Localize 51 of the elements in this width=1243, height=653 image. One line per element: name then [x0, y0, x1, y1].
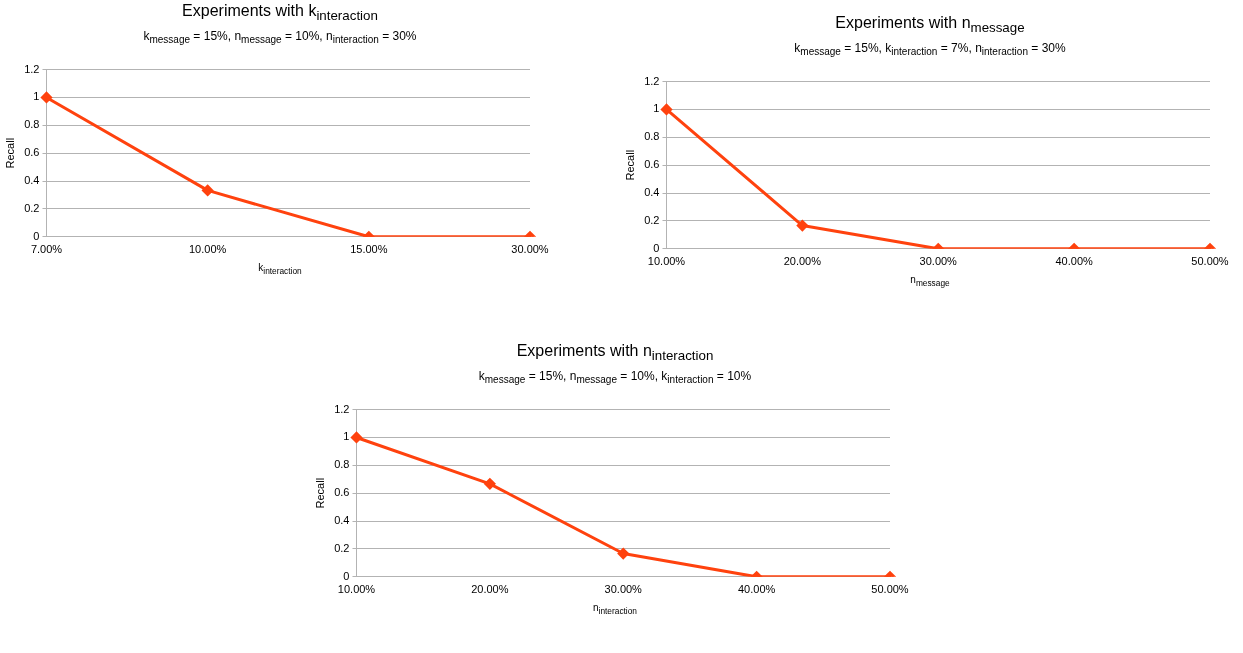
y-tick-label: 0.2 — [24, 201, 40, 214]
x-tick-label: 10.00% — [647, 255, 686, 268]
point — [350, 431, 362, 443]
x-tick-label: 30.00% — [919, 255, 958, 268]
y-tick-label: 0.4 — [24, 173, 40, 186]
y-tick-label: 0.2 — [644, 213, 660, 226]
y-axis-title: Recall — [623, 149, 636, 181]
point — [202, 184, 214, 196]
x-tick-label: 50.00% — [871, 583, 909, 596]
y-tick-label: 1 — [33, 90, 40, 103]
x-tick-label: 40.00% — [1055, 255, 1093, 268]
x-tick-label: 50.00% — [1191, 255, 1229, 268]
y-tick-label: 0.6 — [644, 157, 660, 170]
x-tick-label: 40.00% — [737, 583, 776, 596]
y-tick-label: 1.2 — [334, 402, 350, 415]
y-axis-title: Recall — [3, 137, 16, 169]
y-tick-label: 0.8 — [334, 457, 350, 470]
y-tick-label: 0.6 — [334, 485, 350, 498]
chart-subtitle: k$_{message}$ = 15%, n$_{message}$ = 10%, k$_{interaction}$ = 10% — [477, 369, 753, 386]
y-tick-label: 0.4 — [334, 513, 350, 526]
chart-title: Experiments with k$_{interaction}$ — [181, 2, 379, 24]
y-tick-label: 0 — [33, 229, 40, 242]
y-tick-label: 0.2 — [334, 541, 350, 554]
x-tick-label: 20.00% — [783, 255, 822, 268]
chart-subtitle: k$_{message}$ = 15%, n$_{message}$ = 10%, n$_{interaction}$ = 30% — [142, 29, 418, 46]
x-axis-title: k$_{interaction}$ — [257, 261, 303, 276]
x-axis-title: n$_{message}$ — [909, 273, 951, 288]
point — [484, 477, 496, 489]
y-tick-label: 1.2 — [644, 74, 660, 87]
y-tick-label: 0 — [343, 569, 350, 582]
y-tick-label: 0.8 — [644, 129, 660, 142]
chart-subtitle: k$_{message}$ = 15%, k$_{interaction}$ = 7%, n$_{interaction}$ = 30% — [793, 41, 1067, 58]
x-tick-label: 30.00% — [604, 583, 643, 596]
y-axis-title: Recall — [313, 477, 326, 509]
x-tick-label: 20.00% — [471, 583, 509, 596]
y-tick-label: 1 — [343, 430, 350, 443]
x-tick-label: 10.00% — [189, 243, 227, 256]
x-tick-label: 15.00% — [350, 243, 388, 256]
x-tick-label: 7.00% — [30, 243, 63, 256]
y-tick-label: 0 — [653, 241, 660, 254]
chart-title: Experiments with n$_{message}$ — [834, 14, 1026, 36]
chart-title: Experiments with n$_{interaction}$ — [515, 342, 715, 364]
x-axis-title: n$_{interaction}$ — [592, 601, 638, 616]
y-tick-label: 0.8 — [24, 117, 40, 130]
y-tick-label: 0.6 — [24, 145, 40, 158]
x-tick-label: 10.00% — [337, 583, 376, 596]
y-tick-label: 1 — [653, 102, 660, 115]
x-tick-label: 30.00% — [511, 243, 549, 256]
point — [40, 91, 52, 103]
y-tick-label: 1.2 — [24, 62, 40, 75]
y-tick-label: 0.4 — [644, 185, 660, 198]
